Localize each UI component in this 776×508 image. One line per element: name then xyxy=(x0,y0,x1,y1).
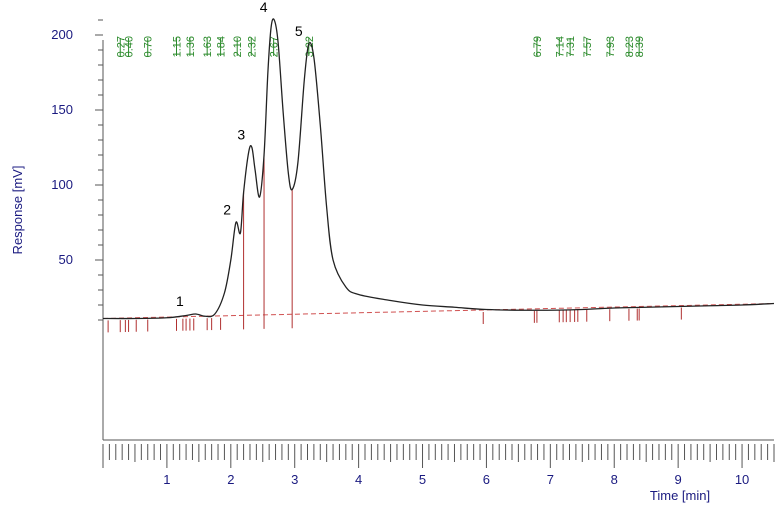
peak-label: 2 xyxy=(223,202,231,218)
retention-time-label: 8.39 xyxy=(634,36,646,57)
x-tick-label: 7 xyxy=(547,472,554,487)
retention-time-label: 0.40 xyxy=(124,36,136,57)
y-tick-label: 150 xyxy=(51,102,73,117)
retention-time-label: 1.15 xyxy=(171,36,183,57)
y-tick-label: 50 xyxy=(59,252,73,267)
retention-time-label: 1.63 xyxy=(202,36,214,57)
retention-time-labels: 0.270.40 0.70 1.15 1.36 1.63 1.84 2.10 2.32 2.67… xyxy=(115,36,646,57)
peak-label: 3 xyxy=(237,127,245,143)
retention-time-label: 0.70 xyxy=(143,36,155,57)
x-tick-label: 4 xyxy=(355,472,362,487)
x-axis-label: Time [min] xyxy=(650,488,710,503)
peak-label: 1 xyxy=(176,293,184,309)
y-axis: 50 100 150 200 xyxy=(51,19,104,440)
peak-drop-lines xyxy=(243,155,293,330)
retention-time-label: 1.36 xyxy=(185,36,197,57)
x-tick-label: 8 xyxy=(611,472,618,487)
x-tick-label: 10 xyxy=(735,472,749,487)
retention-time-label: 2.10 xyxy=(232,36,244,57)
peak-label: 4 xyxy=(260,0,268,15)
retention-time-label: 7.31 xyxy=(565,36,577,57)
x-tick-label: 2 xyxy=(227,472,234,487)
y-ticks: 50 100 150 200 xyxy=(51,19,103,321)
event-marks xyxy=(107,307,682,333)
x-tick-label: 6 xyxy=(483,472,490,487)
x-axis: 1 2 3 4 5 6 7 8 9 10 xyxy=(102,439,775,487)
signal-trace xyxy=(102,18,775,320)
retention-time-label: 1.84 xyxy=(216,36,228,57)
retention-time-label: 7.14 xyxy=(554,36,566,57)
retention-time-label: 0.27 xyxy=(115,36,127,57)
peak-label: 5 xyxy=(295,23,303,39)
y-axis-label: Response [mV] xyxy=(10,166,25,255)
y-tick-label: 200 xyxy=(51,27,73,42)
x-tick-label: 9 xyxy=(675,472,682,487)
y-tick-label: 100 xyxy=(51,177,73,192)
peak-labels: 1 2 3 4 5 xyxy=(176,0,303,309)
x-ticks: 1 2 3 4 5 6 7 8 9 10 xyxy=(102,444,775,487)
x-tick-label: 1 xyxy=(163,472,170,487)
retention-time-label: 7.57 xyxy=(582,36,594,57)
x-tick-label: 5 xyxy=(419,472,426,487)
retention-time-label: 6.79 xyxy=(532,36,544,57)
retention-time-label: 8.23 xyxy=(624,36,636,57)
retention-time-label: 2.32 xyxy=(246,36,258,57)
retention-time-label: 7.93 xyxy=(605,36,617,57)
x-tick-label: 3 xyxy=(291,472,298,487)
